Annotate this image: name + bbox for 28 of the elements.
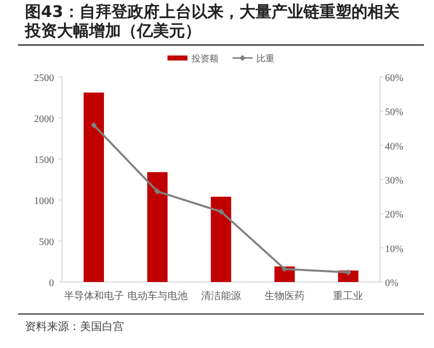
bar: [210, 196, 232, 282]
x-tick-label: 清洁能源: [201, 290, 241, 302]
y2-tick-label: 50%: [385, 107, 404, 118]
y2-tick-label: 20%: [385, 210, 404, 221]
legend-label: 比重: [256, 54, 274, 64]
x-tick-label: 半导体和电子: [64, 290, 124, 302]
x-tick-label: 生物医药: [264, 290, 305, 302]
y-tick-label: 500: [39, 237, 54, 248]
y-tick-label: 1500: [34, 155, 54, 166]
point: [90, 122, 97, 128]
text: 资料来源：美国白宫: [25, 320, 124, 333]
y2-tick-label: 30%: [385, 176, 404, 186]
y-tick-label: 1000: [34, 196, 54, 207]
x-tick-label: 电动车与电池: [127, 290, 188, 302]
y2-tick-label: 40%: [385, 141, 404, 152]
x-tick-label: 重工业: [333, 290, 364, 302]
y2-tick-label: 10%: [385, 244, 404, 255]
point: [154, 188, 160, 194]
point: [218, 208, 224, 215]
bar: [147, 172, 168, 282]
y-tick-label: 0: [49, 278, 54, 289]
y2-tick-label: 0%: [385, 278, 398, 289]
chart-title: 图43：自拜登政府上台以来，大量产业链重塑的相关投资大幅增加（亿美元）: [24, 2, 400, 40]
legend-label: 投资额: [190, 54, 218, 64]
y-tick-label: 2000: [34, 114, 54, 125]
y2-tick-label: 60%: [385, 73, 404, 84]
bar: [84, 92, 104, 282]
y-tick-label: 2500: [34, 73, 54, 84]
